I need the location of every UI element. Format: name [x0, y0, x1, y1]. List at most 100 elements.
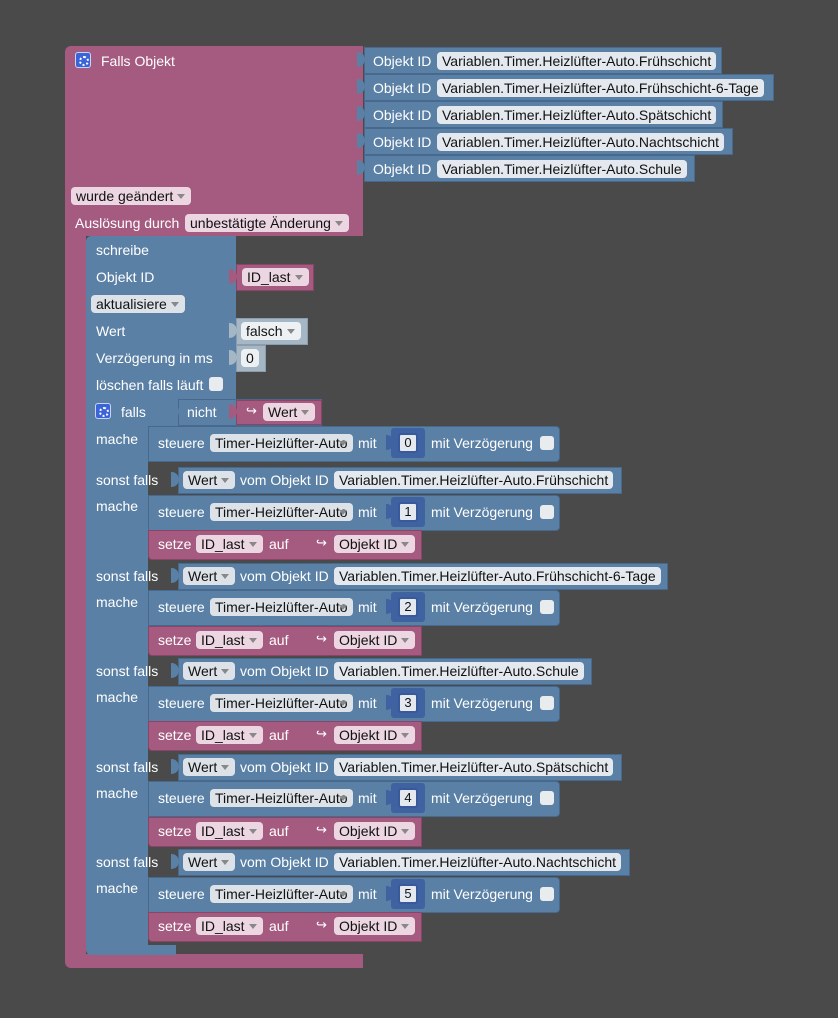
connector — [171, 472, 179, 487]
delay-checkbox[interactable] — [540, 600, 554, 614]
arrow-icon: ↪ — [316, 917, 327, 932]
object-id-dropdown[interactable]: Objekt ID — [334, 822, 416, 840]
elseif-object-field[interactable]: Variablen.Timer.Heizlüfter-Auto.Frühschi… — [334, 567, 661, 585]
write-object-dropdown[interactable]: ID_last — [242, 268, 309, 286]
write-value-label: Wert — [96, 323, 126, 339]
connector — [171, 568, 179, 583]
to-label: auf — [269, 918, 289, 934]
elseif-object-field[interactable]: Variablen.Timer.Heizlüfter-Auto.Nachtsch… — [334, 853, 621, 871]
to-label: auf — [269, 727, 289, 743]
with-label: mit — [358, 504, 377, 520]
gear-icon[interactable] — [75, 52, 91, 68]
value-dropdown[interactable]: Wert — [183, 471, 236, 489]
connector — [229, 323, 237, 338]
with-delay-label: mit Verzögerung — [431, 435, 533, 451]
elseif-object-field[interactable]: Variablen.Timer.Heizlüfter-Auto.Frühschi… — [334, 471, 614, 489]
set-label: setze — [158, 823, 192, 839]
set-var-dropdown[interactable]: ID_last — [196, 726, 263, 744]
connector — [357, 106, 365, 121]
trigger-block[interactable] — [65, 46, 363, 236]
elseif-object-field[interactable]: Variablen.Timer.Heizlüfter-Auto.Schule — [334, 662, 584, 680]
connector — [386, 886, 394, 901]
control-value-field[interactable]: 2 — [398, 597, 418, 617]
set-block[interactable] — [148, 817, 422, 847]
control-value-field[interactable]: 4 — [398, 788, 418, 808]
do-label: mache — [96, 594, 139, 610]
from-object-label: vom Objekt ID — [240, 568, 329, 584]
if-label: falls — [121, 404, 146, 420]
write-object-label: Objekt ID — [96, 269, 155, 285]
elseif-object-field[interactable]: Variablen.Timer.Heizlüfter-Auto.Spätschi… — [334, 758, 614, 776]
triggered-by-dropdown[interactable]: unbestätigte Änderung — [185, 214, 349, 232]
value-dropdown[interactable]: Wert — [183, 567, 236, 585]
write-delay-field[interactable]: 0 — [241, 349, 259, 367]
connector — [386, 435, 394, 450]
object-id-dropdown[interactable]: Objekt ID — [334, 631, 416, 649]
control-target-dropdown[interactable]: Timer-Heizlüfter-Auto — [210, 434, 353, 452]
control-label: steuere — [158, 790, 205, 806]
delay-checkbox[interactable] — [540, 696, 554, 710]
delay-checkbox[interactable] — [540, 887, 554, 901]
control-label: steuere — [158, 599, 205, 615]
delay-checkbox[interactable] — [540, 505, 554, 519]
value-dropdown[interactable]: Wert — [263, 403, 316, 421]
control-target-dropdown[interactable]: Timer-Heizlüfter-Auto — [210, 503, 353, 521]
control-target-dropdown[interactable]: Timer-Heizlüfter-Auto — [210, 789, 353, 807]
object-id-field[interactable]: Variablen.Timer.Heizlüfter-Auto.Schule — [437, 160, 687, 178]
connector — [357, 133, 365, 148]
object-id-field[interactable]: Variablen.Timer.Heizlüfter-Auto.Frühschi… — [437, 52, 717, 70]
value-dropdown[interactable]: Wert — [183, 758, 236, 776]
write-delay-label: Verzögerung in ms — [96, 350, 213, 366]
value-dropdown[interactable]: Wert — [183, 662, 236, 680]
delay-checkbox[interactable] — [540, 436, 554, 450]
object-id-field[interactable]: Variablen.Timer.Heizlüfter-Auto.Spätschi… — [437, 106, 717, 124]
set-var-dropdown[interactable]: ID_last — [196, 631, 263, 649]
gear-icon[interactable] — [95, 403, 111, 419]
write-block[interactable] — [86, 236, 236, 399]
elseif-label: sonst falls — [96, 472, 159, 488]
set-var-dropdown[interactable]: ID_last — [196, 822, 263, 840]
from-object-label: vom Objekt ID — [240, 759, 329, 775]
control-target-dropdown[interactable]: Timer-Heizlüfter-Auto — [210, 885, 353, 903]
set-var-dropdown[interactable]: ID_last — [196, 535, 263, 553]
connector — [386, 790, 394, 805]
connector — [386, 695, 394, 710]
control-value-field[interactable]: 0 — [398, 433, 418, 453]
connector — [171, 663, 179, 678]
arrow-icon: ↪ — [246, 403, 257, 418]
elseif-label: sonst falls — [96, 663, 159, 679]
with-label: mit — [358, 695, 377, 711]
with-label: mit — [358, 886, 377, 902]
not-label: nicht — [187, 404, 217, 420]
set-label: setze — [158, 918, 192, 934]
set-var-dropdown[interactable]: ID_last — [196, 917, 263, 935]
elseif-label: sonst falls — [96, 759, 159, 775]
object-id-dropdown[interactable]: Objekt ID — [334, 726, 416, 744]
connector — [299, 536, 307, 551]
object-id-dropdown[interactable]: Objekt ID — [334, 917, 416, 935]
connector — [299, 823, 307, 838]
connector — [357, 160, 365, 175]
changed-dropdown[interactable]: wurde geändert — [71, 187, 192, 205]
elseif-label: sonst falls — [96, 568, 159, 584]
control-target-dropdown[interactable]: Timer-Heizlüfter-Auto — [210, 694, 353, 712]
control-value-field[interactable]: 5 — [398, 884, 418, 904]
object-id-label: Objekt ID — [373, 161, 432, 177]
control-target-dropdown[interactable]: Timer-Heizlüfter-Auto — [210, 598, 353, 616]
object-id-dropdown[interactable]: Objekt ID — [334, 535, 416, 553]
value-dropdown[interactable]: Wert — [183, 853, 236, 871]
object-id-field[interactable]: Variablen.Timer.Heizlüfter-Auto.Nachtsch… — [437, 133, 724, 151]
control-value-field[interactable]: 3 — [398, 693, 418, 713]
object-id-field[interactable]: Variablen.Timer.Heizlüfter-Auto.Frühschi… — [437, 79, 764, 97]
control-value-field[interactable]: 1 — [398, 502, 418, 522]
write-clear-label: löschen falls läuft — [96, 377, 204, 393]
do-label: mache — [96, 431, 139, 447]
delay-checkbox[interactable] — [540, 791, 554, 805]
trigger-block-footer — [65, 954, 363, 968]
clear-checkbox[interactable] — [209, 377, 223, 391]
write-mode-dropdown[interactable]: aktualisiere — [91, 295, 185, 313]
to-label: auf — [269, 536, 289, 552]
write-value-dropdown[interactable]: falsch — [241, 322, 301, 340]
to-label: auf — [269, 823, 289, 839]
connector — [386, 504, 394, 519]
